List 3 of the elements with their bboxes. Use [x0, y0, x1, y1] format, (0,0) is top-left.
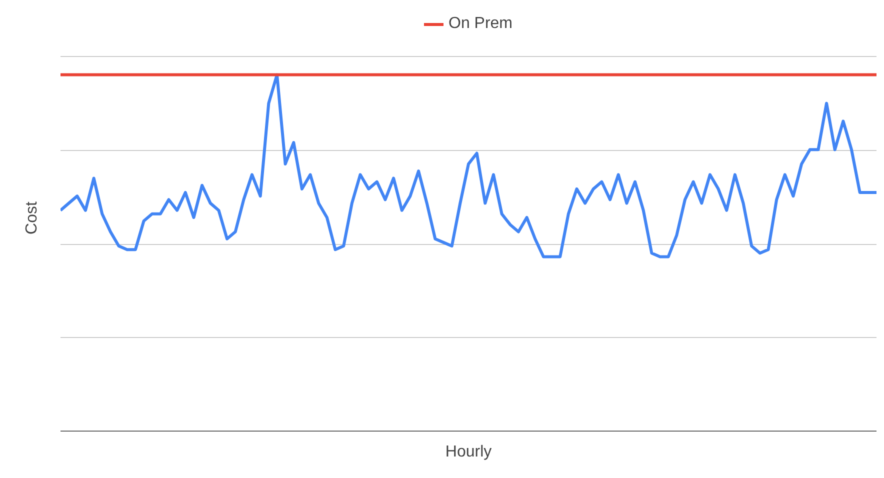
x-axis-title: Hourly	[445, 444, 492, 460]
legend-label: On Prem	[448, 15, 513, 33]
y-axis-title: Cost	[24, 200, 40, 234]
